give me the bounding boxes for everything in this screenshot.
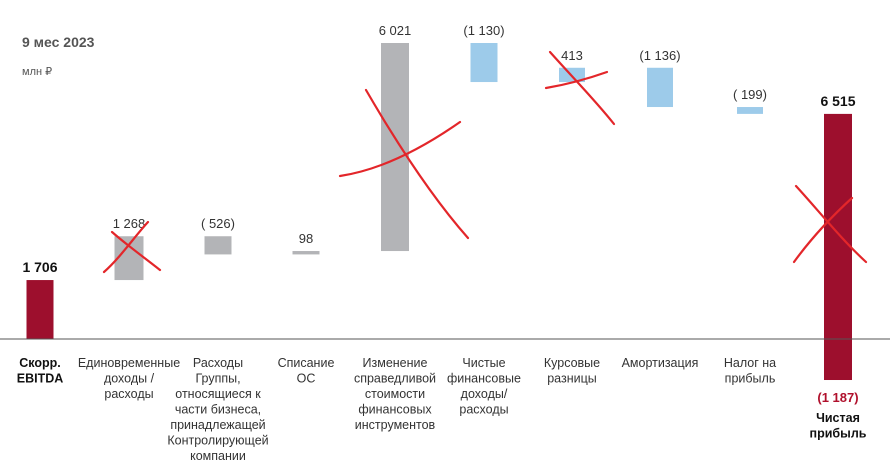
negative-value-label: (1 187) (817, 390, 858, 405)
value-label-5: 6 021 (379, 23, 412, 38)
bar-4 (292, 251, 320, 255)
category-label-5: Изменение справедливой стоимости финансовых… (354, 356, 436, 432)
bar-10-negative (824, 339, 852, 381)
category-label-2: Единовременные доходы / расходы (78, 356, 180, 401)
bar-9 (737, 107, 763, 114)
category-label-7: Курсовые разницы (544, 356, 600, 386)
value-label-4: 98 (299, 231, 313, 246)
bar-8 (647, 67, 673, 108)
value-label-10: 6 515 (820, 93, 855, 109)
value-label-7: 413 (561, 48, 583, 63)
value-label-2: 1 268 (113, 216, 146, 231)
cross-mark-5-1 (338, 120, 462, 178)
value-label-9: ( 199) (733, 87, 767, 102)
cross-mark-7-2 (548, 50, 616, 126)
cross-mark-2-1 (102, 220, 150, 274)
chart-title: 9 мес 2023 (22, 34, 95, 50)
category-label-9: Налог на прибыль (724, 356, 776, 386)
category-label-3: Расходы Группы, относящиеся к части бизнеса… (167, 356, 268, 463)
category-label-1: Скорр. EBITDA (17, 356, 64, 386)
value-label-6: (1 130) (463, 23, 504, 38)
value-label-8: (1 136) (639, 48, 680, 63)
category-label-10: Чистая прибыль (810, 411, 867, 441)
bar-5 (381, 43, 409, 252)
cross-mark-7-1 (544, 70, 609, 90)
bar-10 (824, 113, 852, 339)
chart-unit: млн ₽ (22, 66, 52, 78)
bar-6 (470, 43, 498, 83)
cross-mark-10-2 (794, 184, 868, 264)
cross-mark-5-2 (364, 88, 470, 240)
category-label-4: Списание ОС (278, 356, 335, 386)
value-label-3: ( 526) (201, 216, 235, 231)
bar-3 (204, 236, 232, 255)
bar-1 (26, 280, 54, 339)
category-label-8: Амортизация (622, 356, 699, 370)
cross-mark-2-2 (110, 230, 162, 272)
cross-mark-10-1 (792, 196, 854, 264)
value-label-1: 1 706 (22, 259, 57, 275)
category-label-6: Чистые финансовые доходы/расходы (447, 356, 521, 417)
